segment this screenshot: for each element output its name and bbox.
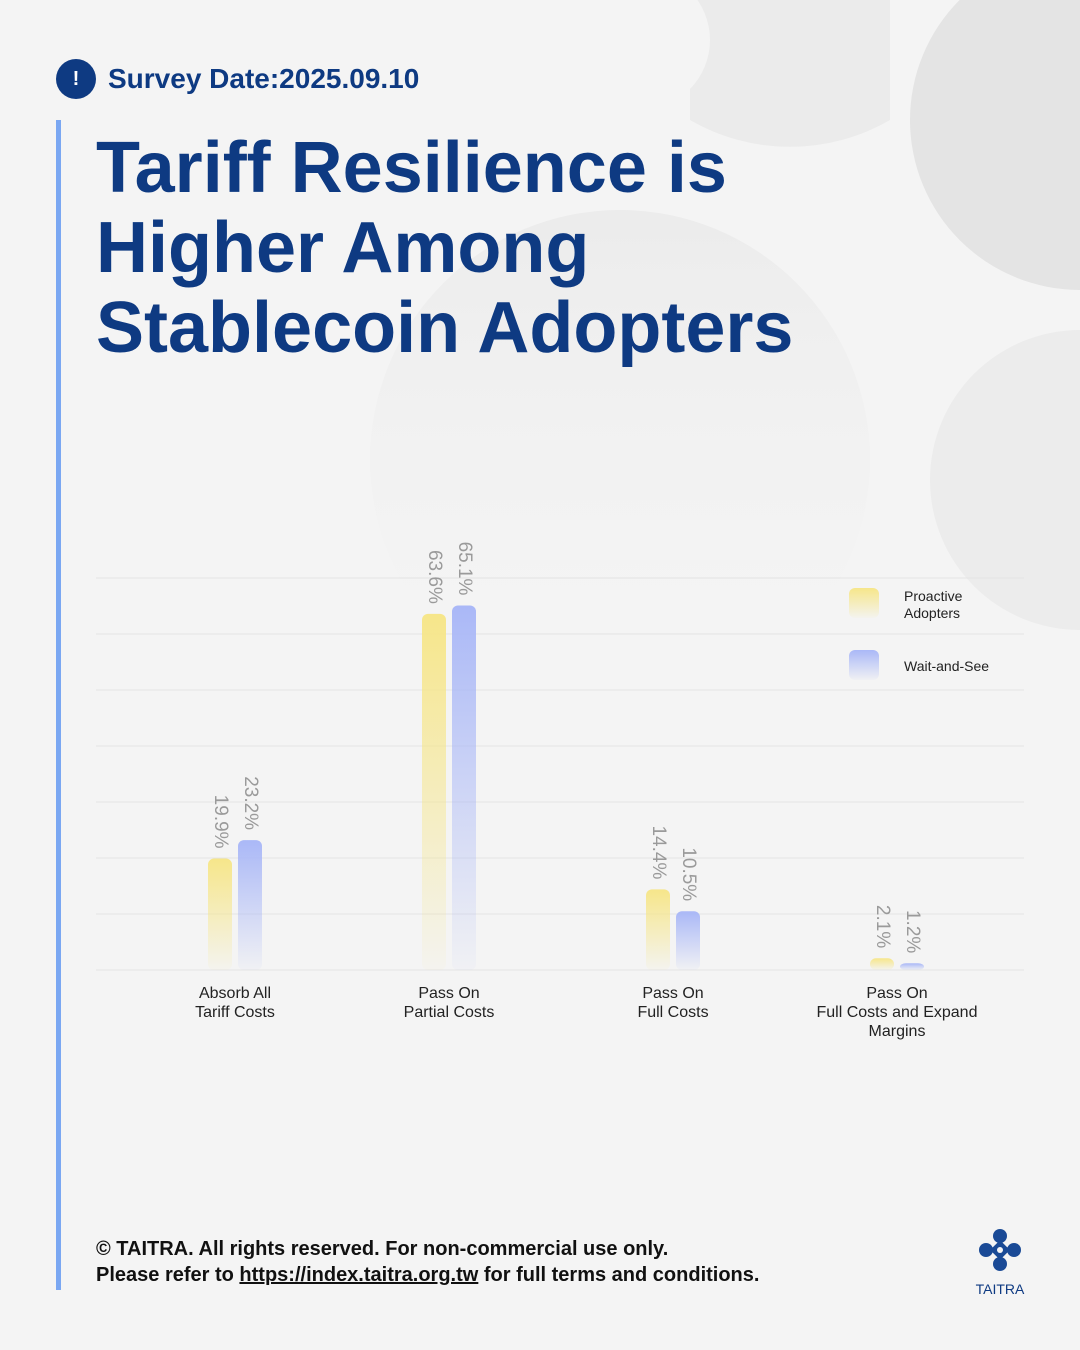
terms-prefix: Please refer to [96, 1264, 240, 1286]
accent-bar [56, 120, 61, 1290]
exclamation-icon: ! [56, 59, 96, 99]
category-label: Absorb All [199, 985, 271, 1002]
legend-label: Adopters [904, 605, 960, 621]
data-label: 1.2% [902, 910, 923, 953]
copyright-line: © TAITRA. All rights reserved. For non-c… [96, 1238, 669, 1260]
bar [676, 911, 700, 970]
data-label: 10.5% [678, 847, 699, 901]
copyright-footer: © TAITRA. All rights reserved. For non-c… [96, 1236, 759, 1288]
bar [238, 840, 262, 970]
page-title: Tariff Resilience is Higher Among Stable… [96, 128, 996, 368]
data-label: 65.1% [454, 542, 475, 596]
bar [452, 605, 476, 970]
data-label: 19.9% [210, 795, 231, 849]
logo-text: TAITRA [975, 1281, 1025, 1297]
legend-swatch [849, 588, 879, 618]
terms-link[interactable]: https://index.taitra.org.tw [239, 1264, 479, 1286]
taitra-logo-icon [979, 1229, 1021, 1271]
bar [422, 613, 446, 970]
category-label: Pass On [418, 985, 479, 1002]
legend-swatch [849, 650, 879, 680]
legend-label: Wait-and-See [904, 658, 989, 674]
taitra-logo: TAITRA [972, 1226, 1028, 1297]
category-label: Full Costs and Expand [817, 1004, 978, 1021]
legend-label: Proactive [904, 588, 963, 604]
data-label: 63.6% [424, 550, 445, 604]
survey-date: Survey Date:2025.09.10 [108, 63, 420, 94]
bar [208, 858, 232, 970]
survey-date-header: ! Survey Date:2025.09.10 [56, 58, 419, 100]
bar [646, 889, 670, 970]
category-label: Pass On [866, 985, 927, 1002]
category-label: Pass On [642, 985, 703, 1002]
category-label: Margins [869, 1023, 926, 1040]
title-line: Higher Among [96, 208, 590, 288]
data-label: 23.2% [240, 776, 261, 830]
title-line: Tariff Resilience is [96, 128, 727, 208]
bar-chart: 19.9% 23.2% Absorb All Tariff Costs 63.6% 65.… [96, 542, 1024, 1040]
category-label: Tariff Costs [195, 1004, 275, 1021]
category-label: Full Costs [637, 1004, 708, 1021]
title-line: Stablecoin Adopters [96, 288, 794, 368]
data-label: 14.4% [648, 825, 669, 879]
terms-suffix: for full terms and conditions. [478, 1264, 760, 1286]
terms-line: Please refer to https://index.taitra.org… [96, 1262, 759, 1288]
bar [870, 958, 894, 970]
bar [900, 963, 924, 970]
data-label: 2.1% [872, 905, 893, 948]
category-label: Partial Costs [404, 1004, 495, 1021]
